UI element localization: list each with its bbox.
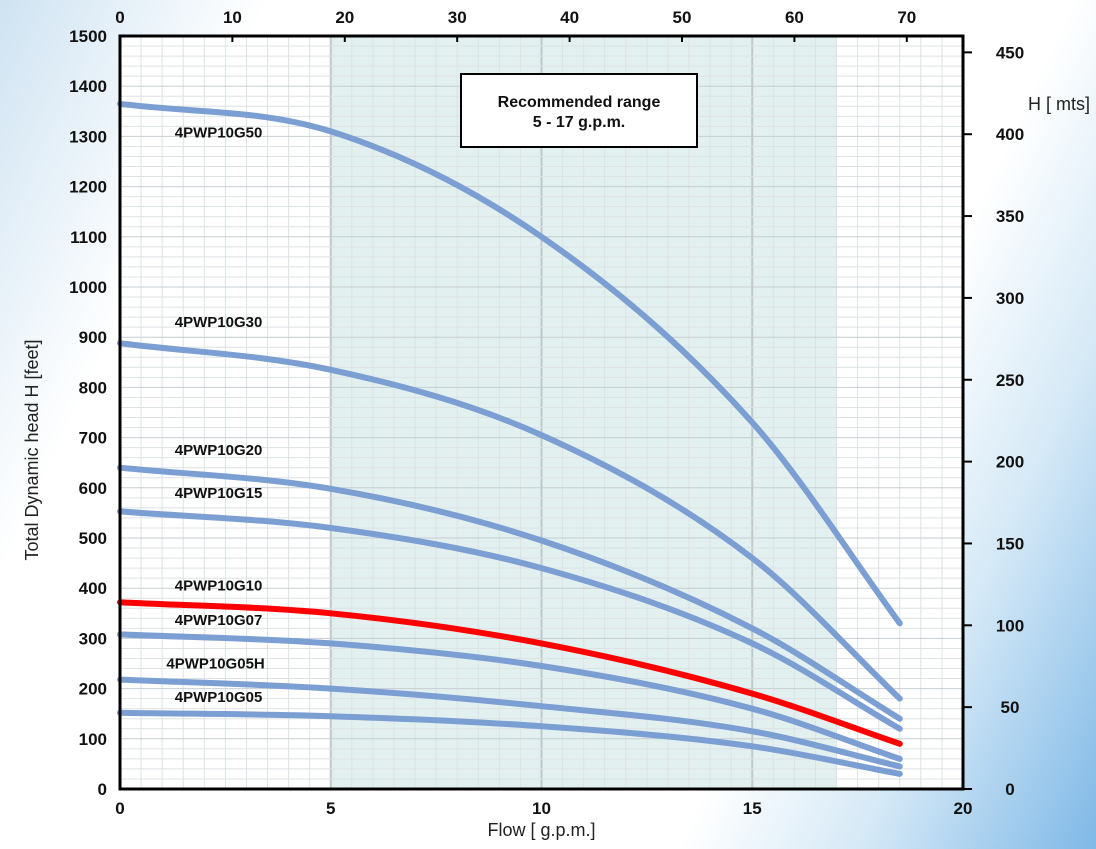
series-line-4pwp10g50 — [117, 100, 903, 627]
series-line-4pwp10g07 — [117, 631, 903, 762]
y-tick-label: 700 — [79, 429, 107, 448]
top-tick-label: 0 — [115, 8, 124, 27]
top-tick-label: 20 — [335, 8, 354, 27]
y-tick-label: 1100 — [70, 228, 107, 247]
right-axis: 0 50 100 150 200 250 300 350 400 450 — [963, 43, 1024, 799]
series-line-4pwp10g10 — [117, 599, 903, 747]
x-tick-label: 15 — [743, 799, 762, 818]
y-tick-label: 500 — [79, 529, 107, 548]
y-tick-label: 800 — [79, 378, 107, 397]
right-tick-label: 450 — [996, 43, 1024, 62]
right-tick-label: 150 — [996, 534, 1024, 553]
series-label-4pwp10g20: 4PWP10G20 — [175, 442, 263, 459]
x-tick-label: 5 — [326, 799, 335, 818]
y-tick-label: 1400 — [69, 77, 107, 96]
right-tick-label: 200 — [996, 453, 1024, 472]
right-axis-title: H [ mts] — [1028, 94, 1090, 114]
y-tick-label: 1000 — [69, 278, 107, 297]
recommended-range-title: Recommended range — [498, 94, 661, 111]
series-line-4pwp10g20 — [117, 464, 903, 722]
recommended-range-box-frame — [460, 73, 698, 148]
top-tick-label: 60 — [785, 8, 804, 27]
right-tick-label: 300 — [996, 289, 1024, 308]
right-tick-label: 400 — [996, 125, 1024, 144]
x-axis: 0 5 10 15 20 — [115, 799, 972, 818]
y-tick-label: 100 — [79, 730, 107, 749]
series-line-4pwp10g05 — [117, 709, 903, 777]
right-tick-label: 350 — [996, 207, 1024, 226]
series-line-4pwp10g15 — [117, 508, 903, 732]
x-tick-label: 10 — [532, 799, 551, 818]
right-tick-label: 100 — [996, 616, 1024, 635]
series-label-4pwp10g30: 4PWP10G30 — [175, 314, 263, 331]
y-tick-label: 600 — [79, 479, 107, 498]
top-axis: 0 10 20 30 40 50 60 70 — [115, 8, 916, 42]
y-axis: 0 100 200 300 400 500 600 700 800 900 1000 1100 1200… — [69, 27, 107, 799]
top-tick-label: 40 — [560, 8, 579, 27]
y-tick-label: 1200 — [69, 178, 107, 197]
y-tick-label: 900 — [79, 328, 107, 347]
y-tick-label: 1500 — [69, 27, 107, 46]
series-label-4pwp10g05h: 4PWP10G05H — [166, 656, 264, 673]
x-axis-title: Flow [ g.p.m.] — [487, 820, 595, 840]
series-lines — [117, 100, 903, 777]
x-tick-label: 20 — [954, 799, 973, 818]
right-tick-label: 50 — [1001, 698, 1020, 717]
y-tick-label: 200 — [79, 680, 107, 699]
series-label-4pwp10g07: 4PWP10G07 — [175, 612, 263, 629]
series-label-4pwp10g50: 4PWP10G50 — [175, 124, 263, 141]
top-tick-label: 70 — [897, 8, 916, 27]
series-label-4pwp10g10: 4PWP10G10 — [175, 578, 263, 595]
series-line-4pwp10g30 — [117, 340, 903, 702]
series-label-4pwp10g15: 4PWP10G15 — [175, 485, 263, 502]
y-tick-label: 300 — [79, 629, 107, 648]
right-tick-label: 250 — [996, 371, 1024, 390]
series-line-4pwp10g05h — [117, 676, 903, 770]
top-tick-label: 50 — [673, 8, 692, 27]
top-tick-label: 30 — [448, 8, 467, 27]
right-tick-label: 0 — [1005, 780, 1014, 799]
x-tick-label: 0 — [115, 799, 124, 818]
y-tick-label: 0 — [98, 780, 107, 799]
top-tick-label: 10 — [223, 8, 242, 27]
recommended-range-box: Recommended range 5 - 17 g.p.m. — [460, 73, 698, 148]
y-tick-label: 1300 — [69, 127, 107, 146]
y-axis-title: Total Dynamic head H [feet] — [22, 339, 42, 560]
series-labels: 4PWP10G50 4PWP10G30 4PWP10G20 4PWP10G15 4PWP… — [166, 124, 264, 706]
plot-frame — [118, 34, 965, 791]
y-tick-label: 400 — [79, 579, 107, 598]
series-label-4pwp10g05: 4PWP10G05 — [175, 689, 263, 706]
recommended-range-value: 5 - 17 g.p.m. — [533, 114, 625, 131]
